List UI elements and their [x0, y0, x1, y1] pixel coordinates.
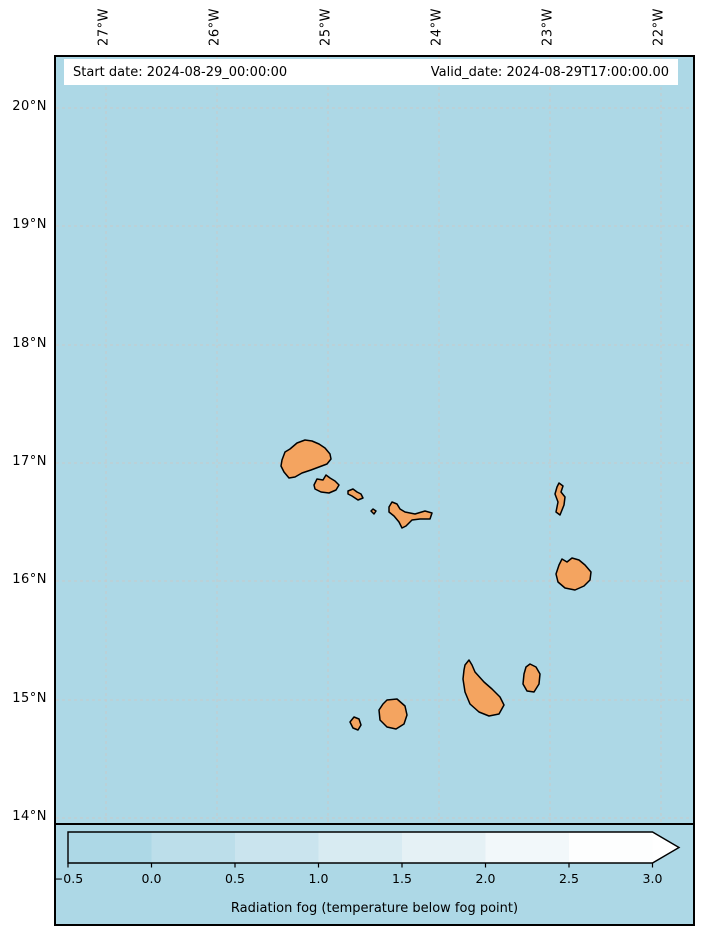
lon-tick-label: 24°W [429, 8, 445, 46]
lat-tick-label: 17°N [12, 454, 47, 469]
lat-tick-label: 19°N [12, 217, 47, 232]
valid-date-label: Valid_date: 2024-08-29T17:00:00.00 [430, 64, 669, 80]
colorbar-area: −0.5 0.0 0.5 1.0 1.5 2.0 2.5 3.0 Radiation fog … [53, 825, 693, 924]
lat-tick-label: 15°N [12, 691, 47, 706]
island-santo-antao [280, 439, 332, 479]
island-fogo [378, 698, 408, 730]
colorbar-segment [569, 832, 653, 863]
island-sao-vicente [313, 474, 340, 494]
island-maio [522, 663, 541, 693]
island-santa-luzia [347, 488, 364, 501]
island-santiago [462, 659, 505, 717]
map-frame: Start date: 2024-08-29_00:00:00 Valid_da… [53, 55, 695, 926]
map-svg [56, 57, 693, 823]
island-brava [349, 716, 362, 731]
island-sao-nicolau [388, 501, 433, 529]
colorbar-segment [402, 832, 486, 863]
island-sal [554, 482, 566, 516]
island-branco-raso-islet [370, 508, 377, 515]
lat-tick-label: 18°N [12, 336, 47, 351]
colorbar-segment [485, 832, 570, 863]
lon-tick-label: 26°W [207, 8, 223, 46]
lon-tick-label: 25°W [318, 8, 334, 46]
colorbar-segment [68, 832, 152, 863]
start-date-label: Start date: 2024-08-29_00:00:00 [73, 64, 288, 80]
colorbar-label: Radiation fog (temperature below fog poi… [230, 901, 519, 916]
colorbar-segment [235, 832, 319, 863]
lat-tick-label: 20°N [12, 99, 47, 114]
colorbar-tick-label: 0.0 [142, 871, 162, 886]
lat-tick-label: 14°N [12, 809, 47, 824]
colorbar-arrow [652, 832, 679, 863]
colorbar-segment [318, 832, 403, 863]
lon-tick-label: 22°W [651, 8, 667, 46]
map-canvas: Start date: 2024-08-29_00:00:00 Valid_da… [56, 57, 693, 825]
colorbar-tick-label: 3.0 [643, 871, 663, 886]
colorbar-tick-label: 1.0 [309, 871, 329, 886]
colorbar-outline [67, 831, 681, 864]
colorbar-tick-label: −0.5 [56, 871, 83, 886]
colorbar-svg: −0.5 0.0 0.5 1.0 1.5 2.0 2.5 3.0 [53, 831, 681, 886]
colorbar-tick-label: 1.5 [392, 871, 412, 886]
lon-tick-label: 23°W [540, 8, 556, 46]
lat-tick-label: 16°N [12, 572, 47, 587]
colorbar-tick-label: 2.0 [476, 871, 496, 886]
island-boa-vista [555, 557, 592, 591]
lon-tick-label: 27°W [96, 8, 112, 46]
colorbar-tick-label: 0.5 [225, 871, 245, 886]
date-banner: Start date: 2024-08-29_00:00:00 Valid_da… [64, 59, 678, 85]
colorbar-tick-label: 2.5 [559, 871, 579, 886]
colorbar-segment [151, 832, 236, 863]
